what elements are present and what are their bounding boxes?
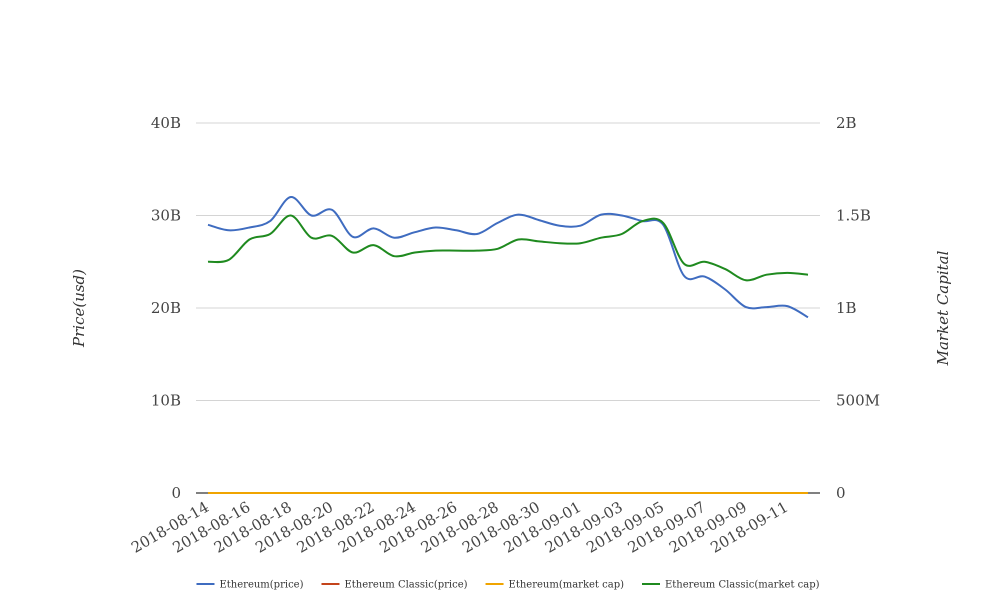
legend: Ethereum(price) Ethereum Classic(price) Et… [196,580,820,591]
y-left-tick-label: 30B [151,207,181,225]
y-left-tick-label: 20B [151,299,181,317]
y-axis-right-title: Market Capital [934,250,952,366]
right-axis: 0 500M 1B 1.5B 2B [836,114,880,502]
legend-item: Ethereum(market cap) [485,580,625,591]
y-right-tick-label: 500M [836,392,880,410]
legend-item: Ethereum Classic(price) [321,580,468,591]
series-line-ethereum-classic-market-cap [207,214,809,282]
gridlines [196,122,820,494]
series-lines [207,196,809,495]
left-axis: 0 10B 20B 30B 40B [151,114,181,502]
y-left-tick-label: 40B [151,114,181,132]
y-right-tick-label: 2B [836,114,857,132]
y-axis-left-title: Price(usd) [70,269,88,348]
x-axis: 2018-08-142018-08-162018-08-182018-08-20… [128,498,791,557]
legend-label: Ethereum(market cap) [509,580,625,591]
y-right-tick-label: 1.5B [836,207,871,225]
y-left-tick-label: 0 [171,484,181,502]
series-line-ethereum-price [207,196,809,319]
y-left-tick-label: 10B [151,392,181,410]
legend-label: Ethereum Classic(price) [344,580,467,591]
legend-label: Ethereum Classic(market cap) [665,580,820,591]
legend-item: Ethereum Classic(market cap) [641,580,820,591]
legend-item: Ethereum(price) [196,580,304,591]
y-right-tick-label: 1B [836,299,857,317]
y-right-tick-label: 0 [836,484,846,502]
legend-label: Ethereum(price) [219,580,303,591]
